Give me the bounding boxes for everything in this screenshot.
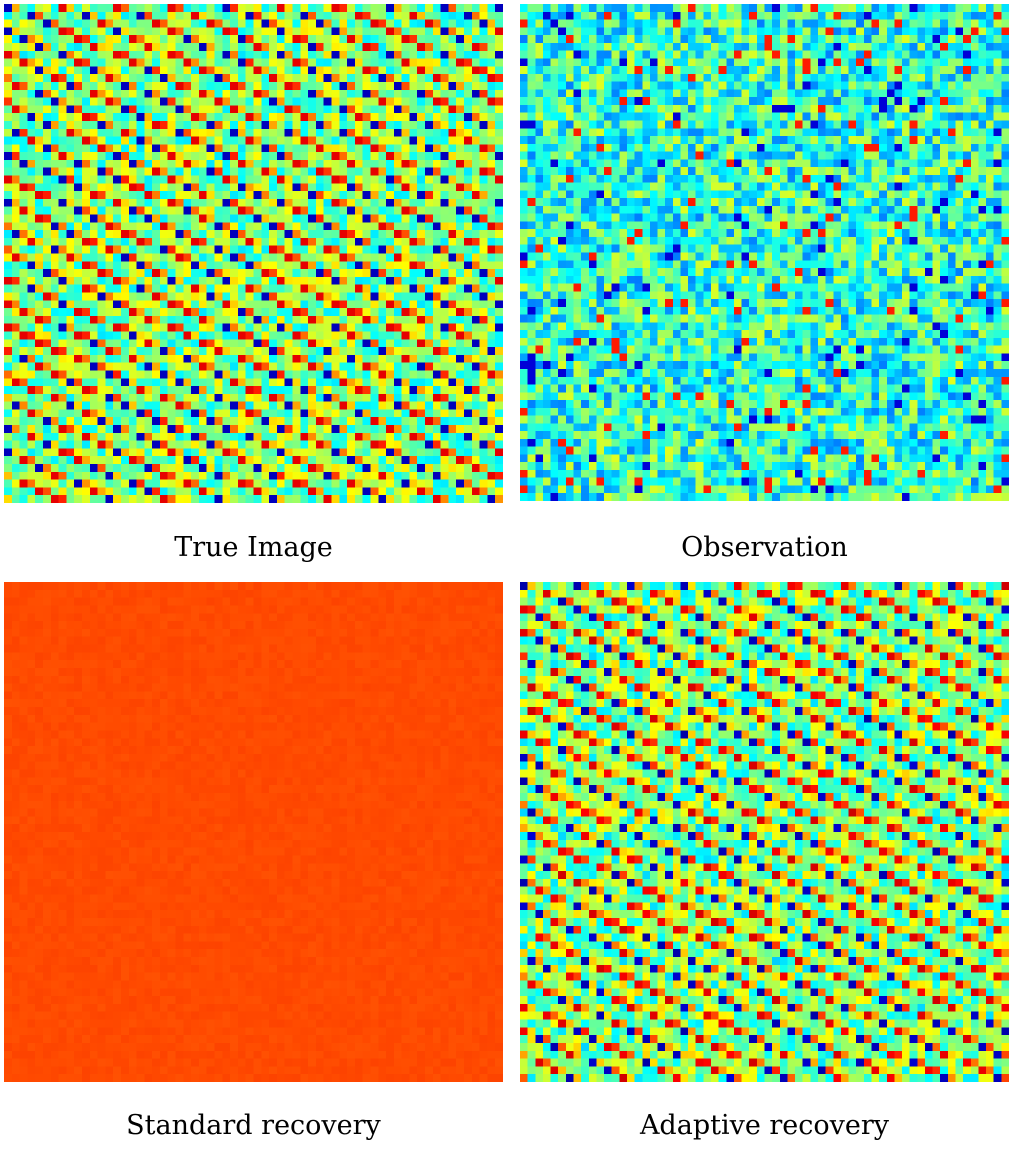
standard-recovery-heatmap xyxy=(4,582,503,1082)
standard-recovery-panel xyxy=(4,582,503,1082)
observation-panel xyxy=(520,4,1009,501)
adaptive-recovery-panel xyxy=(520,582,1009,1082)
true-image-panel xyxy=(4,4,503,503)
observation-caption: Observation xyxy=(520,532,1009,564)
standard-recovery-caption: Standard recovery xyxy=(4,1110,503,1142)
observation-heatmap xyxy=(520,4,1009,501)
true-image-heatmap xyxy=(4,4,503,503)
adaptive-recovery-caption: Adaptive recovery xyxy=(520,1110,1009,1142)
adaptive-recovery-heatmap xyxy=(520,582,1009,1082)
true-image-caption: True Image xyxy=(4,532,503,564)
